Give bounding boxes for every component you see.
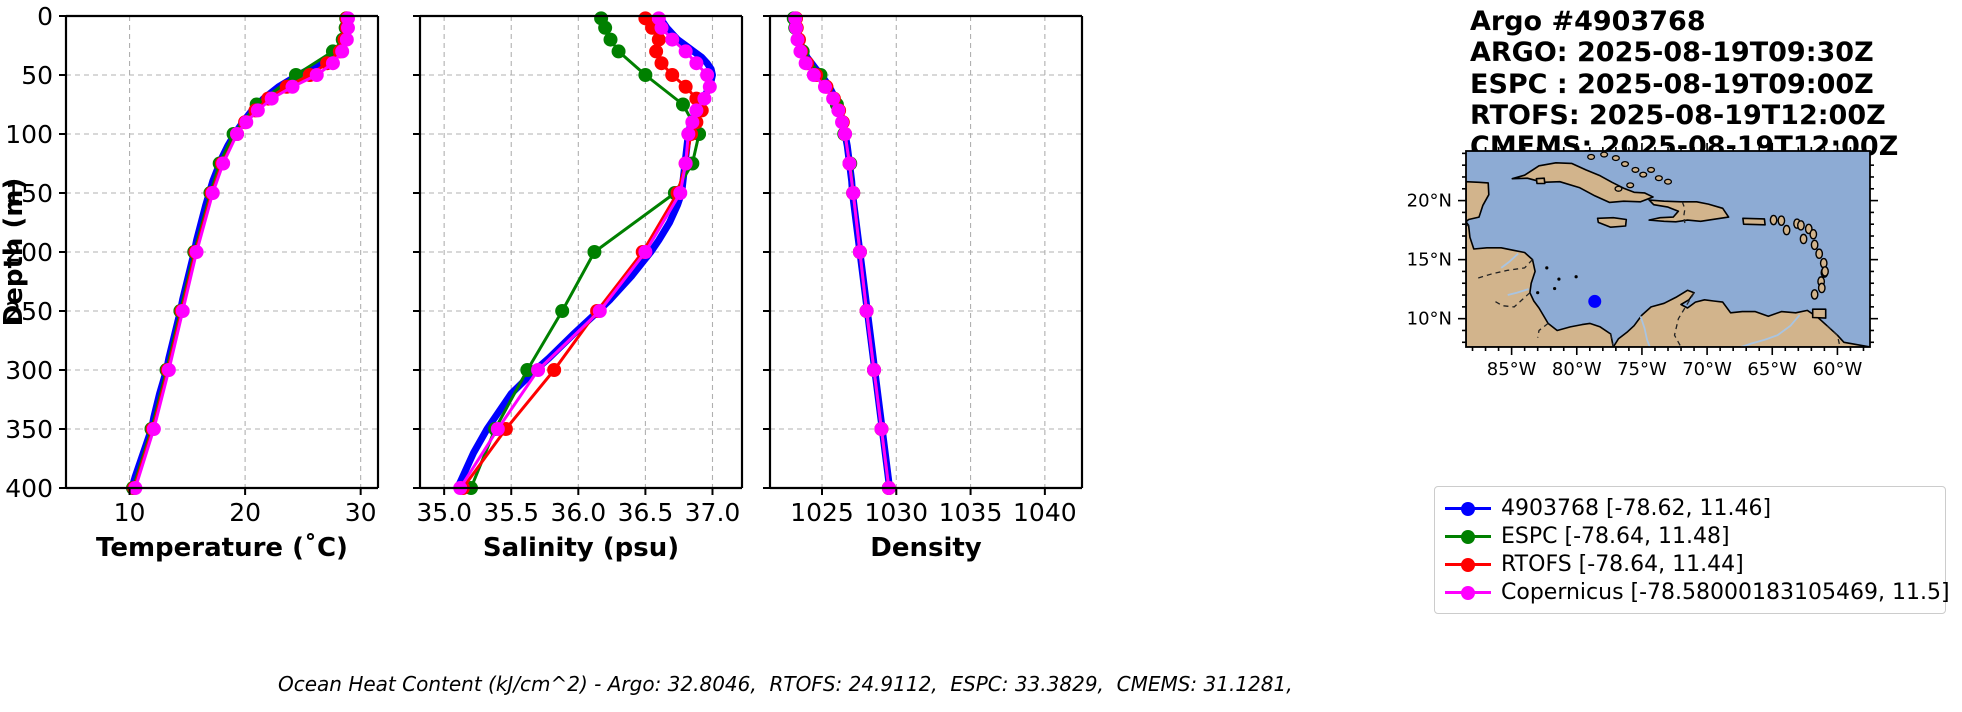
legend-swatch-espc bbox=[1445, 526, 1491, 546]
svg-text:150: 150 bbox=[5, 179, 53, 208]
legend-item-espc[interactable]: ESPC [-78.64, 11.48] bbox=[1445, 522, 1935, 550]
svg-text:20: 20 bbox=[229, 498, 261, 527]
svg-text:1030: 1030 bbox=[864, 498, 928, 527]
legend-label-rtofs: RTOFS [-78.64, 11.44] bbox=[1501, 551, 1744, 577]
svg-text:65°W: 65°W bbox=[1747, 359, 1797, 380]
svg-text:30: 30 bbox=[345, 498, 377, 527]
metadata-header: Argo #4903768 ARGO: 2025-08-19T09:30Z ES… bbox=[1470, 6, 1898, 163]
svg-text:10°N: 10°N bbox=[1407, 309, 1452, 330]
svg-text:1025: 1025 bbox=[790, 498, 854, 527]
svg-text:70°W: 70°W bbox=[1682, 359, 1732, 380]
svg-text:100: 100 bbox=[5, 120, 53, 149]
legend-label-espc: ESPC [-78.64, 11.48] bbox=[1501, 523, 1730, 549]
svg-text:1035: 1035 bbox=[939, 498, 1003, 527]
svg-text:300: 300 bbox=[5, 356, 53, 385]
series-legend: 4903768 [-78.62, 11.46] ESPC [-78.64, 11… bbox=[1434, 486, 1950, 614]
salinity-panel: 35.0 35.5 36.0 36.5 37.0 Salinity (psu) bbox=[400, 0, 760, 660]
svg-text:60°W: 60°W bbox=[1813, 359, 1863, 380]
temperature-panel: 10 20 30 0 50 100 150 200 250 300 350 400 Temperatur… bbox=[0, 0, 400, 660]
legend-swatch-argo bbox=[1445, 498, 1491, 518]
svg-text:0: 0 bbox=[37, 2, 53, 31]
ocean-heat-content-caption: Ocean Heat Content (kJ/cm^2) - Argo: 32.… bbox=[278, 672, 1293, 696]
legend-swatch-rtofs bbox=[1445, 554, 1491, 574]
legend-label-copernicus: Copernicus [-78.58000183105469, 11.5] bbox=[1501, 579, 1950, 605]
svg-text:10: 10 bbox=[114, 498, 146, 527]
svg-text:Temperature (˚C): Temperature (˚C) bbox=[96, 532, 348, 563]
header-line-argo-time: ARGO: 2025-08-19T09:30Z bbox=[1470, 37, 1874, 69]
svg-text:75°W: 75°W bbox=[1617, 359, 1667, 380]
legend-swatch-copernicus bbox=[1445, 582, 1491, 602]
svg-text:200: 200 bbox=[5, 238, 53, 267]
svg-text:Salinity (psu): Salinity (psu) bbox=[483, 533, 679, 563]
svg-text:37.0: 37.0 bbox=[685, 498, 741, 527]
location-map: 85°W 80°W 75°W 70°W 65°W 60°W 20°N 15°N 10°N bbox=[1398, 143, 1898, 385]
legend-item-argo[interactable]: 4903768 [-78.62, 11.46] bbox=[1445, 494, 1935, 522]
svg-text:35.0: 35.0 bbox=[416, 498, 472, 527]
svg-text:80°W: 80°W bbox=[1552, 359, 1602, 380]
legend-label-argo: 4903768 [-78.62, 11.46] bbox=[1501, 495, 1772, 521]
svg-text:35.5: 35.5 bbox=[483, 498, 539, 527]
legend-item-copernicus[interactable]: Copernicus [-78.58000183105469, 11.5] bbox=[1445, 578, 1950, 606]
svg-text:20°N: 20°N bbox=[1407, 191, 1452, 212]
legend-item-rtofs[interactable]: RTOFS [-78.64, 11.44] bbox=[1445, 550, 1935, 578]
svg-text:85°W: 85°W bbox=[1487, 359, 1537, 380]
header-line-rtofs-time: RTOFS: 2025-08-19T12:00Z bbox=[1470, 99, 1886, 131]
density-panel: 1025 1030 1035 1040 Density bbox=[752, 0, 1112, 660]
svg-text:1040: 1040 bbox=[1013, 498, 1077, 527]
svg-text:350: 350 bbox=[5, 415, 53, 444]
caribbean-map: 85°W 80°W 75°W 70°W 65°W 60°W 20°N 15°N 10°N bbox=[1407, 143, 1878, 380]
svg-text:36.5: 36.5 bbox=[618, 498, 674, 527]
header-line-argo-id: Argo #4903768 bbox=[1470, 6, 1706, 37]
header-line-espc-time: ESPC : 2025-08-19T09:00Z bbox=[1470, 68, 1874, 100]
svg-text:400: 400 bbox=[5, 474, 53, 503]
svg-text:15°N: 15°N bbox=[1407, 250, 1452, 271]
svg-text:Depth (m): Depth (m) bbox=[0, 178, 29, 327]
svg-text:36.0: 36.0 bbox=[550, 498, 606, 527]
svg-text:Density: Density bbox=[870, 533, 982, 563]
temperature-plot: 10 20 30050100150200250300350400Temperatur… bbox=[0, 2, 380, 563]
svg-text:50: 50 bbox=[21, 61, 53, 90]
svg-text:250: 250 bbox=[5, 297, 53, 326]
density-plot: 1025 1030 1035 1040 Density bbox=[763, 11, 1084, 563]
